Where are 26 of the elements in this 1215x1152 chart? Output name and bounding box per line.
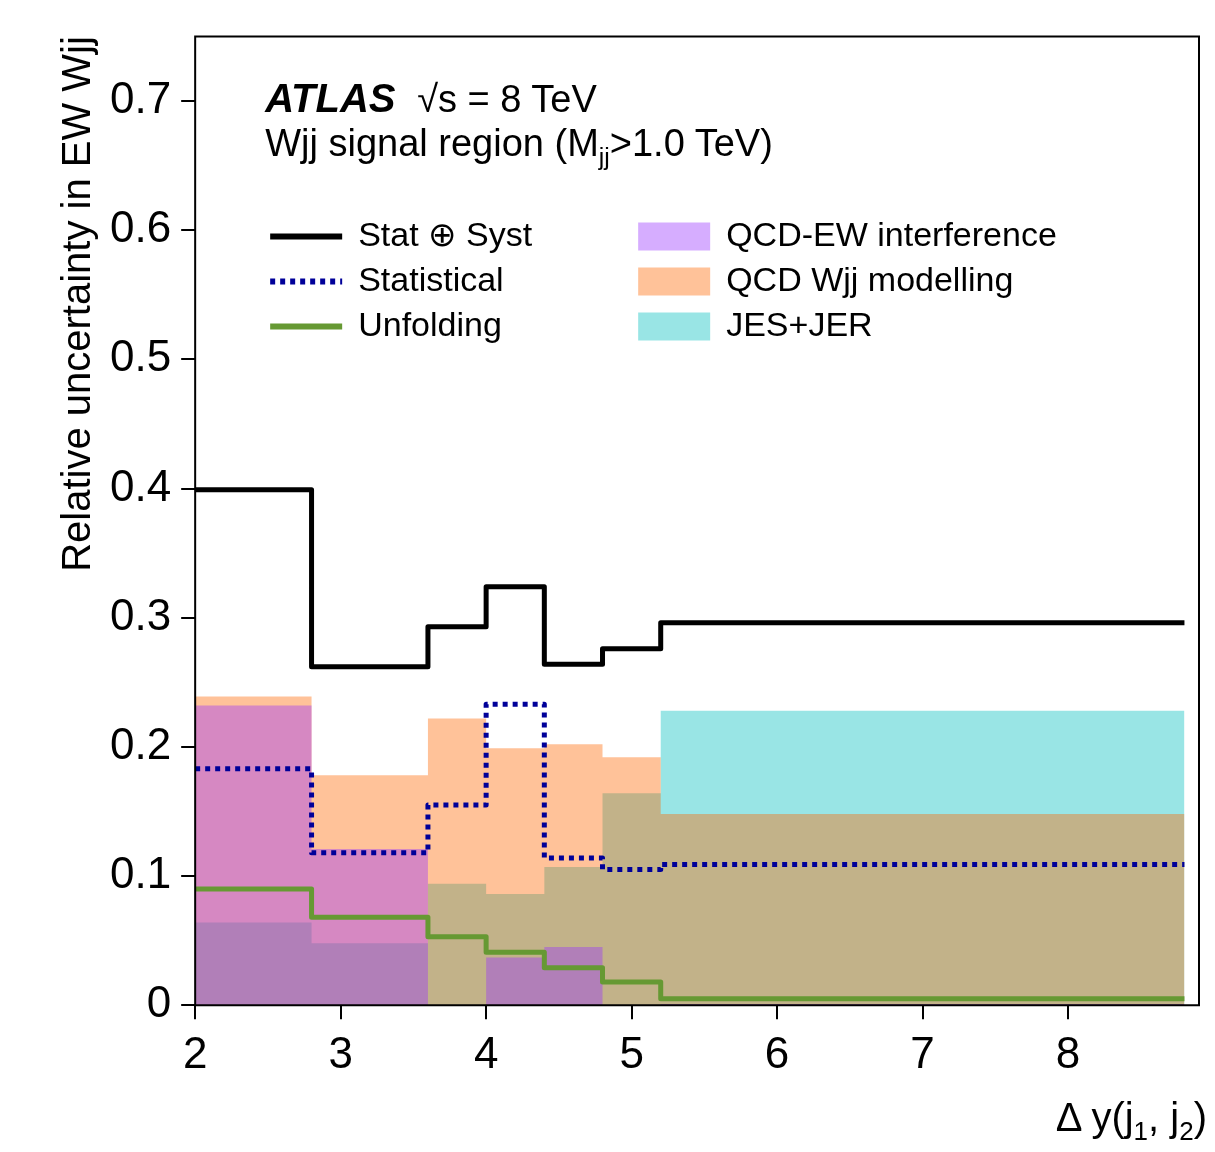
- legend-label: Statistical: [358, 259, 504, 298]
- legend-label: QCD-EW interference: [726, 214, 1057, 253]
- x-axis-title: Δ y(j$_{1}$, j$_{2}$): [1055, 1095, 1207, 1146]
- x-tick-label: 8: [1055, 1027, 1081, 1077]
- x-tick-label: 2: [182, 1027, 208, 1077]
- x-tick-label: 3: [328, 1027, 353, 1077]
- x-tick-label: 5: [619, 1027, 644, 1077]
- annotation: ATLAS: [265, 76, 396, 121]
- annotation: √s = 8 TeV: [417, 78, 597, 121]
- x-tick-label: 6: [764, 1027, 790, 1077]
- x-tick-label: 4: [473, 1027, 499, 1077]
- legend-label: Unfolding: [358, 304, 502, 343]
- x-tick-label: 7: [910, 1027, 935, 1077]
- y-tick-label: 0.1: [109, 848, 172, 898]
- y-tick-label: 0.7: [109, 73, 172, 123]
- legend-label: QCD Wjj modelling: [726, 259, 1014, 298]
- y-tick-label: 0.2: [109, 718, 172, 768]
- y-tick-label: 0.4: [109, 460, 172, 510]
- y-tick-label: 0: [146, 977, 172, 1027]
- annotation: Wjj signal region (M$_{jj}$>1.0 TeV): [265, 122, 773, 170]
- legend-label: Stat ⊕ Syst: [358, 214, 533, 253]
- y-tick-label: 0.3: [109, 589, 172, 639]
- y-tick-label: 0.5: [109, 331, 172, 381]
- y-tick-label: 0.6: [109, 202, 172, 252]
- y-axis-title: Relative uncertainty in EW Wjj: [53, 36, 98, 573]
- legend-label: JES+JER: [726, 304, 873, 343]
